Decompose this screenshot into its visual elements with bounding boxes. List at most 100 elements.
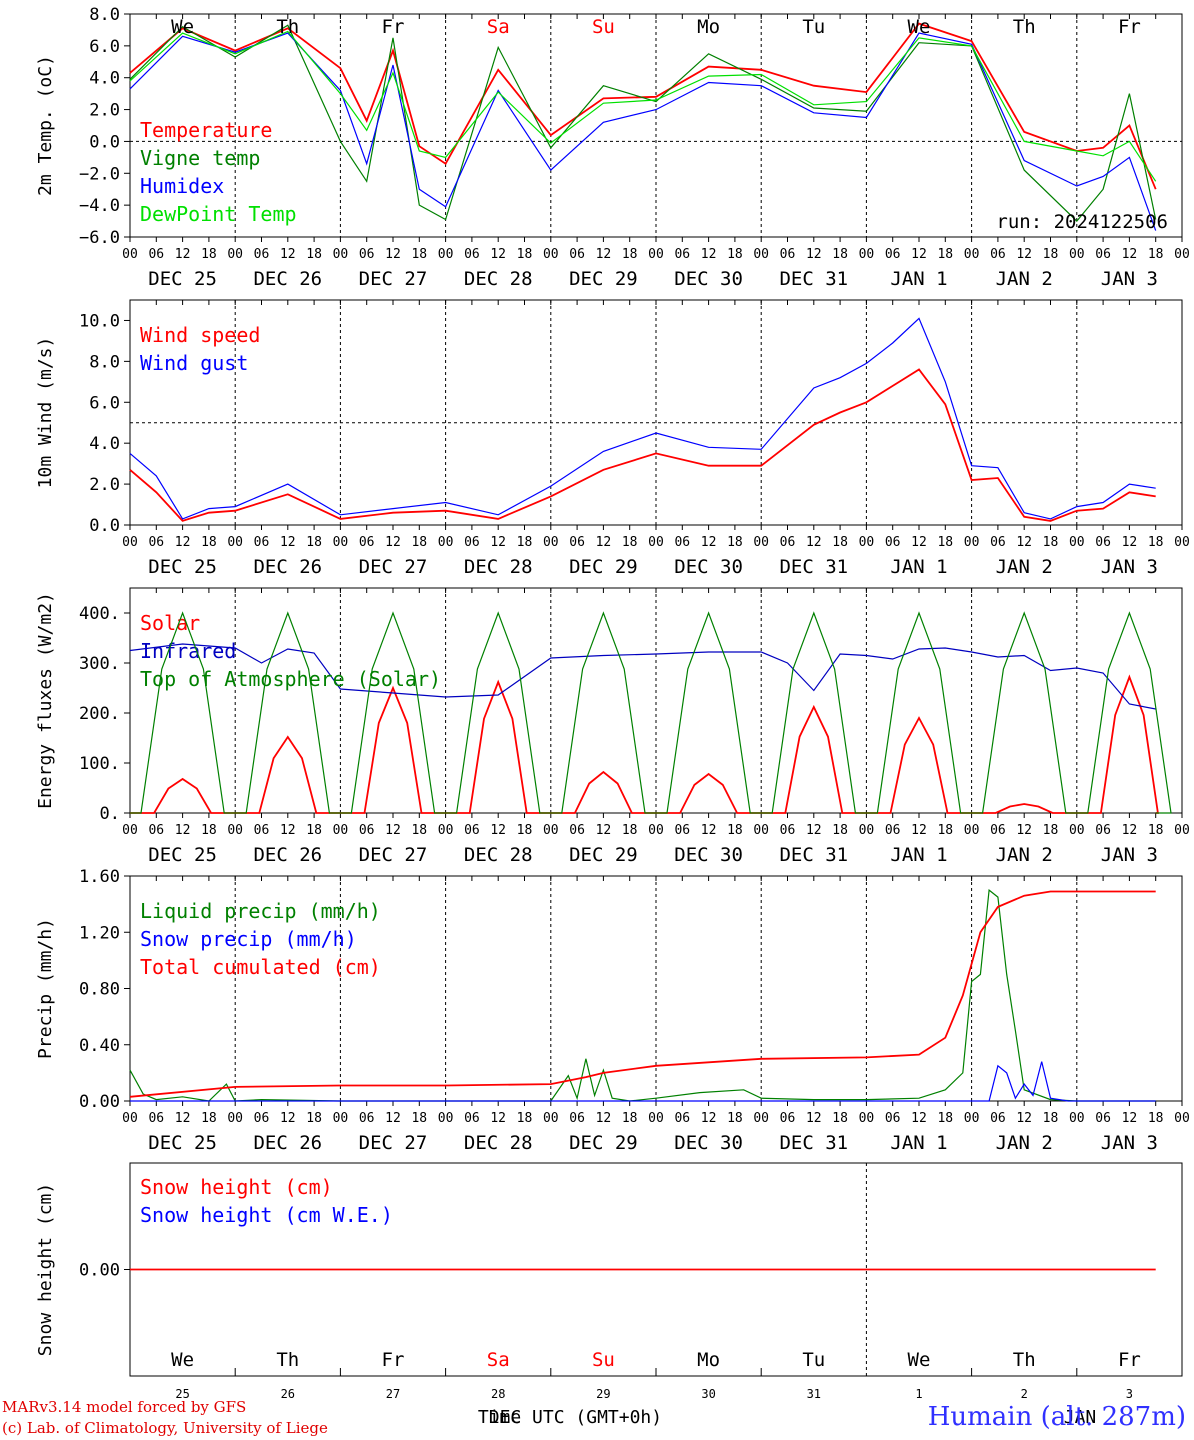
hour-tick-label: 00	[964, 1111, 980, 1126]
hour-tick-label: 12	[385, 1111, 401, 1126]
day-label: DEC 28	[464, 268, 533, 290]
day-label: JAN 3	[1101, 844, 1158, 866]
x-axis-month-dec: DEC	[489, 1407, 522, 1428]
day-label: DEC 28	[464, 844, 533, 866]
y-tick-label: 0.40	[79, 1036, 120, 1056]
hour-tick-label: 12	[596, 1111, 612, 1126]
hour-tick-label: 00	[1174, 535, 1190, 550]
hour-tick-label: 00	[122, 1111, 138, 1126]
y-tick-label: −4.0	[79, 196, 120, 216]
series-line-2-2	[129, 317, 1156, 520]
day-label: DEC 31	[779, 844, 848, 866]
hour-tick-label: 00	[648, 1111, 664, 1126]
hour-tick-label: 00	[227, 535, 243, 550]
hour-tick-label: 18	[832, 823, 848, 838]
day-label: DEC 28	[464, 556, 533, 578]
hour-tick-label: 06	[569, 823, 585, 838]
hour-tick-label: 00	[648, 247, 664, 262]
hour-tick-label: 06	[569, 1111, 585, 1126]
day-label: DEC 30	[674, 268, 743, 290]
hour-tick-label: 12	[911, 823, 927, 838]
hour-tick-label: 06	[569, 535, 585, 550]
hour-tick-label: 00	[753, 823, 769, 838]
plot-frame	[129, 587, 1183, 814]
hour-tick-label: 18	[1043, 535, 1059, 550]
series-line-1-2	[129, 24, 1157, 222]
hour-tick-label: 06	[674, 823, 690, 838]
hour-tick-label: 12	[701, 247, 717, 262]
day-label: DEC 25	[148, 556, 217, 578]
hour-tick-label: 06	[1095, 1111, 1111, 1126]
hour-tick-label: 18	[937, 823, 953, 838]
y-tick-label: 300.	[79, 654, 120, 674]
hour-tick-label: 00	[543, 247, 559, 262]
day-number-label: 27	[386, 1387, 400, 1401]
day-label: DEC 28	[464, 1132, 533, 1154]
hour-tick-label: 00	[438, 1111, 454, 1126]
hour-tick-label: 06	[885, 1111, 901, 1126]
hour-tick-label: 06	[674, 247, 690, 262]
hour-tick-label: 18	[622, 247, 638, 262]
hour-tick-label: 00	[1069, 535, 1085, 550]
day-label: DEC 29	[569, 556, 638, 578]
day-label: DEC 30	[674, 844, 743, 866]
hour-tick-label: 00	[438, 823, 454, 838]
day-label: JAN 1	[890, 1132, 947, 1154]
y-tick-label: 8.0	[89, 5, 120, 25]
day-number-label: 28	[491, 1387, 505, 1401]
hour-tick-label: 06	[359, 1111, 375, 1126]
legend-entry: Wind speed	[140, 323, 260, 347]
y-tick-label: 2.0	[89, 475, 120, 495]
hour-tick-label: 18	[727, 535, 743, 550]
series-line-3-3	[130, 611, 1172, 814]
y-tick-label: 1.20	[79, 923, 120, 943]
hour-tick-label: 12	[280, 823, 296, 838]
weekday-label: Tu	[802, 16, 825, 38]
hour-tick-label: 00	[1174, 823, 1190, 838]
day-label: JAN 3	[1101, 556, 1158, 578]
day-label: JAN 1	[890, 268, 947, 290]
hour-tick-label: 06	[359, 535, 375, 550]
hour-tick-label: 06	[148, 535, 164, 550]
hour-tick-label: 06	[674, 1111, 690, 1126]
hour-tick-label: 12	[280, 1111, 296, 1126]
day-number-label: 3	[1126, 1387, 1133, 1401]
y-tick-label: 4.0	[89, 69, 120, 89]
day-number-label: 29	[596, 1387, 610, 1401]
day-label: DEC 27	[359, 556, 428, 578]
hour-tick-label: 18	[517, 823, 533, 838]
y-tick-label: 100.	[79, 754, 120, 774]
y-axis-label: Precip (mm/h)	[35, 918, 56, 1059]
day-number-label: 31	[807, 1387, 821, 1401]
hour-tick-label: 00	[227, 1111, 243, 1126]
y-axis-label: Snow height (cm)	[35, 1183, 56, 1356]
hour-tick-label: 00	[1069, 823, 1085, 838]
day-label: DEC 30	[674, 1132, 743, 1154]
hour-tick-label: 00	[753, 1111, 769, 1126]
hour-tick-label: 12	[701, 535, 717, 550]
series-line-2-1	[129, 368, 1156, 522]
weekday-label: Th	[276, 1349, 299, 1371]
hour-tick-label: 18	[727, 1111, 743, 1126]
hour-tick-label: 06	[148, 1111, 164, 1126]
hour-tick-label: 18	[832, 535, 848, 550]
y-tick-label: 400.	[79, 604, 120, 624]
legend-entry: Solar	[140, 611, 200, 635]
hour-tick-label: 06	[359, 823, 375, 838]
hour-tick-label: 12	[175, 1111, 191, 1126]
day-label: JAN 2	[996, 556, 1053, 578]
hour-tick-label: 06	[990, 1111, 1006, 1126]
hour-tick-label: 06	[1095, 823, 1111, 838]
hour-tick-label: 00	[543, 823, 559, 838]
y-tick-label: 4.0	[89, 434, 120, 454]
weekday-label: Su	[592, 16, 615, 38]
weekday-label: Fr	[1118, 16, 1141, 38]
y-tick-label: 0.80	[79, 980, 120, 1000]
y-tick-label: 6.0	[89, 37, 120, 57]
legend-entry: Liquid precip (mm/h)	[140, 899, 381, 923]
x-axis-label: Time UTC (GMT+0h)	[478, 1407, 662, 1428]
weekday-label: Fr	[382, 16, 405, 38]
hour-tick-label: 06	[990, 247, 1006, 262]
y-axis-label: 2m Temp. (oC)	[35, 55, 56, 196]
